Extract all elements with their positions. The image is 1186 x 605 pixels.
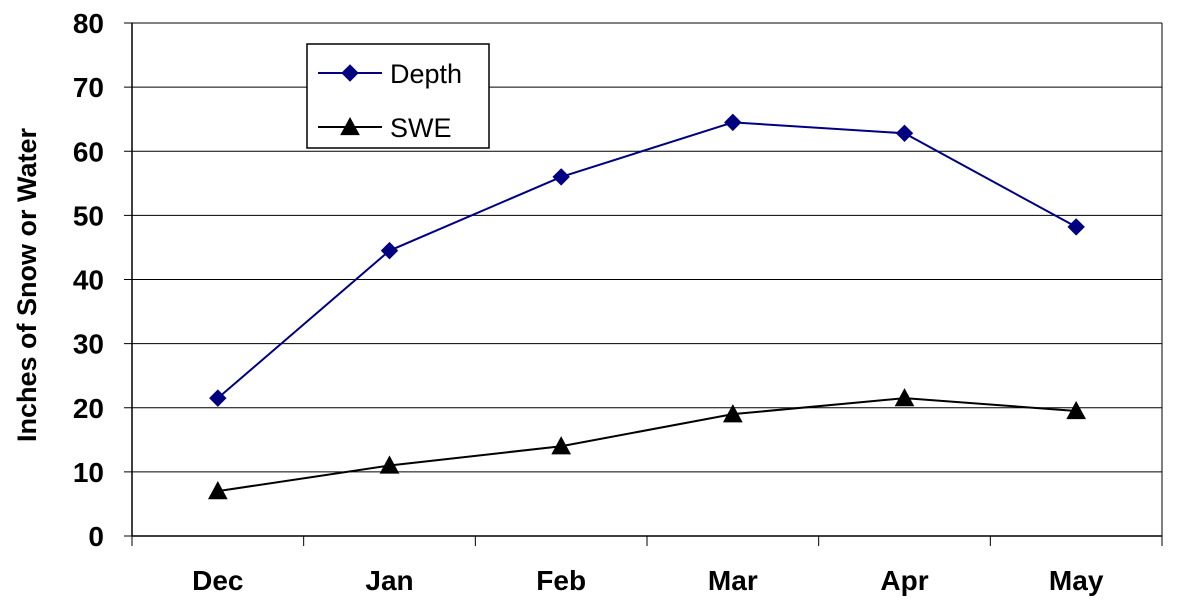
- data-point: [379, 455, 400, 474]
- data-point: [207, 481, 228, 500]
- data-point: [209, 389, 227, 407]
- legend-label: SWE: [390, 113, 452, 143]
- x-tick-label: Mar: [708, 565, 758, 596]
- data-point: [1066, 400, 1087, 420]
- data-point: [722, 404, 743, 423]
- data-point: [894, 388, 915, 407]
- y-axis-title: Inches of Snow or Water: [12, 127, 42, 442]
- legend-item: Depth: [318, 59, 462, 89]
- legend-item: SWE: [318, 113, 452, 143]
- legend-marker: [340, 116, 360, 136]
- y-tick-label: 40: [73, 265, 104, 296]
- y-tick-label: 0: [88, 521, 104, 552]
- y-tick-label: 50: [73, 200, 104, 231]
- x-tick-label: Feb: [536, 565, 586, 596]
- data-point: [551, 436, 572, 455]
- y-tick-label: 70: [73, 72, 104, 103]
- legend-box: [306, 43, 490, 149]
- tick-labels: 0 10 20 30 40 50 60 70 80 Dec Jan Feb Mar Apr May: [73, 8, 1104, 596]
- data-point: [552, 168, 570, 186]
- y-tick-label: 60: [73, 136, 104, 167]
- series-line: [217, 397, 1077, 493]
- data-point: [724, 113, 742, 132]
- y-tick-label: 20: [73, 393, 104, 424]
- data-point: [1067, 218, 1085, 236]
- x-tick-label: Apr: [880, 565, 928, 596]
- legend-label: Depth: [390, 59, 462, 89]
- axes: [124, 22, 1163, 546]
- y-tick-label: 10: [73, 457, 104, 488]
- data-point: [380, 241, 399, 260]
- x-tick-label: Dec: [192, 565, 243, 596]
- x-tick-label: May: [1049, 565, 1104, 596]
- data-point: [895, 124, 914, 143]
- series-line: [217, 121, 1077, 399]
- grid-lines: [132, 22, 1162, 473]
- y-tick-label: 30: [73, 329, 104, 360]
- legend: Depth SWE: [306, 43, 490, 149]
- series-depth: [209, 113, 1085, 407]
- series-swe: [207, 388, 1087, 500]
- series-group: [207, 113, 1087, 500]
- legend-marker: [341, 64, 359, 82]
- x-tick-label: Jan: [365, 565, 413, 596]
- y-tick-label: 80: [73, 8, 104, 39]
